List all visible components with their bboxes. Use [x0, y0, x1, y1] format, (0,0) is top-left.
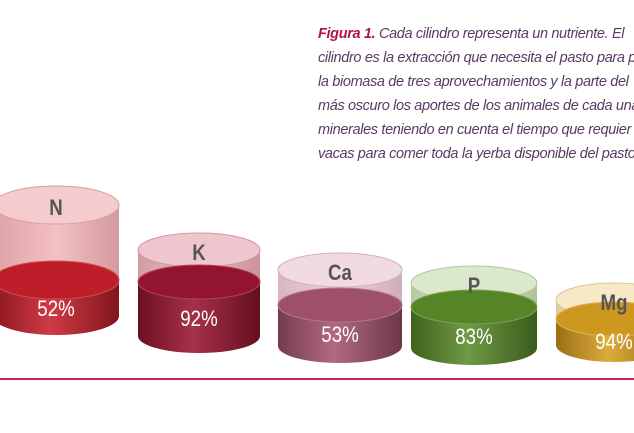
value-label-n: 52%: [37, 298, 74, 322]
caption-line-1: Figura 1. Cada cilindro representa un nu…: [318, 22, 634, 46]
cylinder-fill-top-ca: [277, 287, 403, 323]
bottom-rule: [0, 378, 634, 380]
cylinder-k: K 92%: [137, 232, 261, 353]
category-label-ca: Ca: [328, 262, 352, 286]
caption-line-2: cilindro es la extracción que necesita e…: [318, 50, 634, 66]
cylinder-fill-top-p: [410, 289, 538, 325]
caption-line-4: más oscuro los aportes de los animales d…: [318, 98, 634, 114]
caption-text-1: Cada cilindro representa un nutriente. E…: [378, 26, 625, 42]
category-label-k: K: [192, 242, 206, 266]
figure-label: Figura 1.: [318, 26, 376, 42]
cylinder-fill-k: [138, 282, 260, 353]
caption-line-3: la biomasa de tres aprovechamientos y la…: [318, 74, 629, 90]
cylinder-capacity-top-n: [0, 185, 120, 225]
cylinder-fill-top-n: [0, 260, 120, 300]
figure-caption: Figura 1. Cada cilindro representa un nu…: [318, 22, 634, 166]
caption-line-5: minerales teniendo en cuenta el tiempo q…: [318, 122, 631, 138]
caption-line-6: vacas para comer toda la yerba disponibl…: [318, 146, 634, 162]
value-label-ca: 53%: [321, 324, 358, 348]
cylinder-fill-top-k: [137, 264, 261, 300]
category-label-mg: Mg: [601, 292, 628, 316]
cylinder-mg: Mg 94%: [555, 282, 634, 362]
value-label-p: 83%: [455, 326, 492, 350]
cylinder-ca: Ca 53%: [277, 252, 403, 363]
value-label-k: 92%: [180, 308, 217, 332]
cylinder-fill-top-mg: [555, 301, 634, 337]
value-label-mg: 94%: [595, 331, 632, 355]
category-label-p: P: [468, 275, 480, 299]
cylinder-capacity-top-ca: [277, 252, 403, 288]
cylinder-n: N 52%: [0, 185, 120, 335]
cylinder-p: P 83%: [410, 265, 538, 365]
category-label-n: N: [49, 197, 63, 221]
